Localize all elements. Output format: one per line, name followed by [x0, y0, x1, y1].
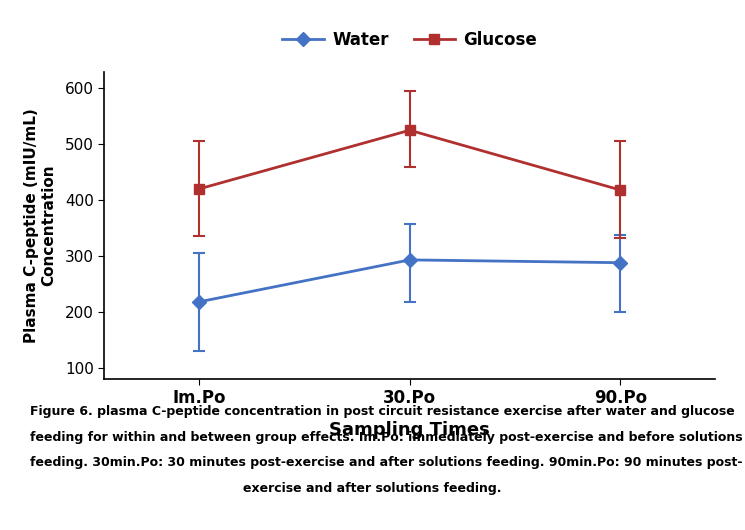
X-axis label: Sampling Times: Sampling Times: [329, 421, 490, 439]
Text: exercise and after solutions feeding.: exercise and after solutions feeding.: [244, 482, 501, 495]
Text: feeding. 30min.Po: 30 minutes post-exercise and after solutions feeding. 90min.P: feeding. 30min.Po: 30 minutes post-exerc…: [30, 456, 742, 470]
Y-axis label: Plasma C-peptide (mIU/mL)
Concentration: Plasma C-peptide (mIU/mL) Concentration: [24, 108, 57, 342]
Text: feeding for within and between group effects. Im.Po: immediately post-exercise a: feeding for within and between group eff…: [30, 431, 743, 444]
Legend: Water, Glucose: Water, Glucose: [276, 24, 544, 56]
Text: Figure 6. plasma C-peptide concentration in post circuit resistance exercise aft: Figure 6. plasma C-peptide concentration…: [30, 405, 735, 419]
